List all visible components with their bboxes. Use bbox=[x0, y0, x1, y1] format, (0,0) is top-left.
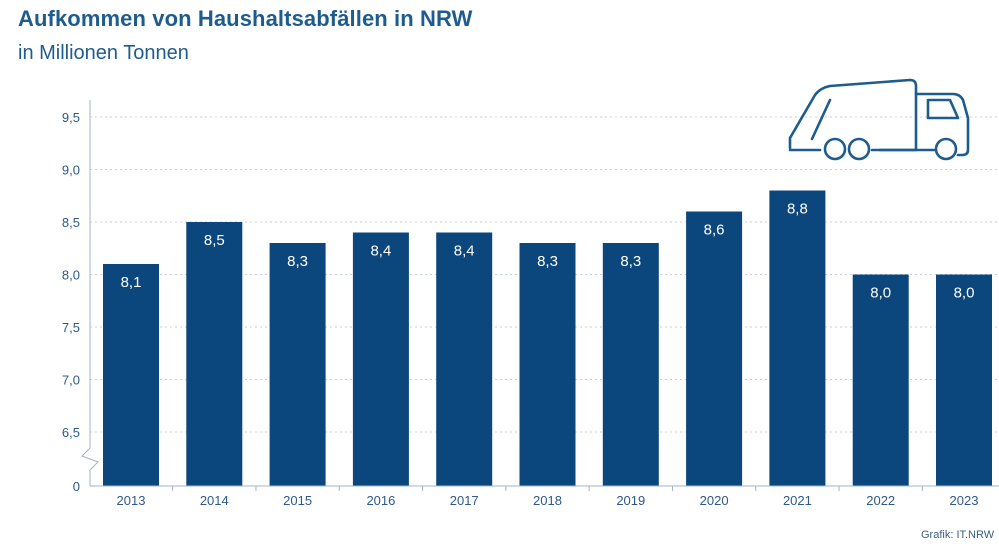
data-label-2018: 8,3 bbox=[537, 253, 558, 270]
x-tick-label-2015: 2015 bbox=[283, 493, 312, 508]
y-tick-label: 7,0 bbox=[62, 373, 80, 388]
source-credit: Grafik: IT.NRW bbox=[921, 529, 995, 541]
x-tick-label-2019: 2019 bbox=[616, 493, 645, 508]
data-label-2022: 8,0 bbox=[870, 285, 891, 302]
data-label-2014: 8,5 bbox=[204, 232, 225, 249]
x-tick-label-2020: 2020 bbox=[700, 493, 729, 508]
data-label-2017: 8,4 bbox=[454, 243, 475, 260]
data-label-2023: 8,0 bbox=[954, 285, 975, 302]
data-label-2019: 8,3 bbox=[620, 253, 641, 270]
y-tick-label: 6,5 bbox=[62, 425, 80, 440]
axis-break-mark bbox=[81, 447, 99, 471]
x-tick-label-2014: 2014 bbox=[200, 493, 229, 508]
bars-layer: 8,1 8,5 8,3 8,4 8,4 8,3 8,3 8,6 8,8 8,0 8,0 bbox=[103, 190, 992, 486]
garbage-truck-icon bbox=[788, 78, 970, 161]
bar-2013 bbox=[103, 264, 159, 486]
data-label-2016: 8,4 bbox=[370, 243, 391, 260]
data-label-2020: 8,6 bbox=[704, 222, 725, 239]
bar-2021 bbox=[769, 190, 826, 486]
y-tick-label: 9,5 bbox=[62, 110, 80, 125]
bar-2020 bbox=[686, 211, 743, 486]
x-tick-label-2016: 2016 bbox=[366, 493, 395, 508]
x-tick-label-2013: 2013 bbox=[117, 493, 146, 508]
x-tick-label-2023: 2023 bbox=[950, 493, 979, 508]
data-label-2013: 8,1 bbox=[121, 274, 142, 291]
bar-2023 bbox=[936, 274, 992, 486]
chart-subtitle: in Millionen Tonnen bbox=[18, 42, 189, 64]
y-tick-label: 7,5 bbox=[62, 320, 80, 335]
x-tick-label-2017: 2017 bbox=[450, 493, 479, 508]
data-label-2015: 8,3 bbox=[287, 253, 308, 270]
bar-2016 bbox=[352, 232, 409, 486]
bar-2022 bbox=[852, 274, 909, 486]
x-tick-label-2018: 2018 bbox=[533, 493, 562, 508]
x-tick-label-2021: 2021 bbox=[783, 493, 812, 508]
y-tick-label: 8,0 bbox=[62, 268, 80, 283]
bar-2015 bbox=[269, 243, 326, 486]
bar-2017 bbox=[436, 232, 493, 486]
chart-title: Aufkommen von Haushaltsabfällen in NRW bbox=[18, 6, 473, 31]
data-label-2021: 8,8 bbox=[787, 201, 808, 218]
x-tick-label-2022: 2022 bbox=[866, 493, 895, 508]
bar-2018 bbox=[519, 243, 576, 486]
bar-2014 bbox=[186, 222, 243, 486]
y-tick-label: 8,5 bbox=[62, 215, 80, 230]
y-tick-label: 0 bbox=[73, 479, 80, 494]
y-tick-label: 9,0 bbox=[62, 163, 80, 178]
bar-2019 bbox=[602, 243, 659, 486]
axis-layer: 0 6,5 7,0 7,5 8,0 8,5 9,0 9,5 2013 2014 2015 2016 20… bbox=[62, 100, 999, 508]
